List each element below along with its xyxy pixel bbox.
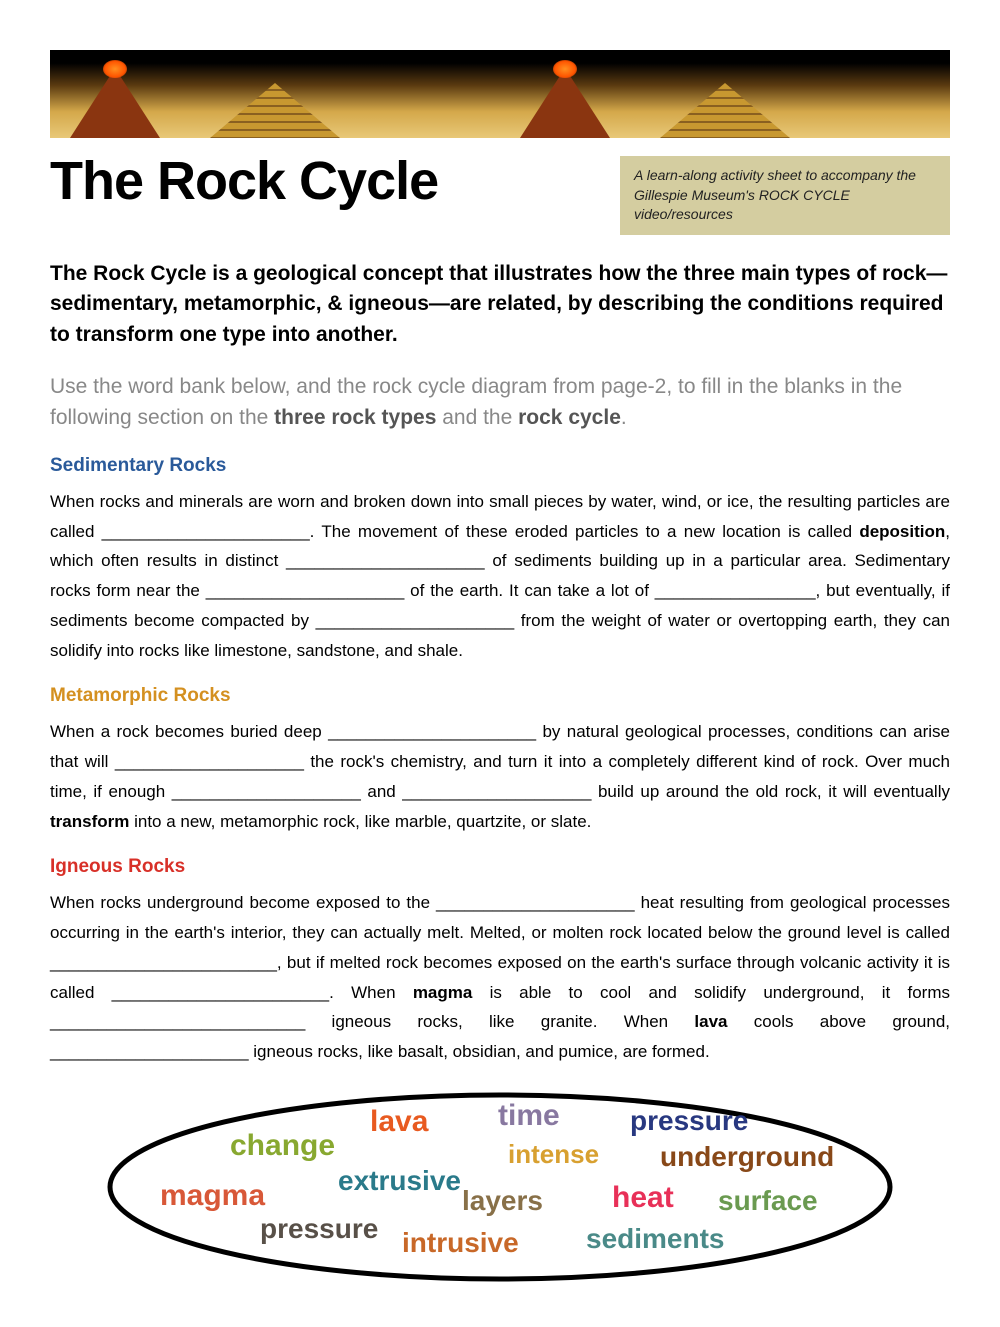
word-bank-word: surface: [718, 1185, 818, 1217]
volcano-icon: [520, 68, 610, 138]
word-bank-word: intrusive: [402, 1227, 519, 1259]
volcano-icon: [70, 68, 160, 138]
heading-metamorphic: Metamorphic Rocks: [50, 685, 950, 707]
instructions-text: and the: [436, 406, 518, 429]
word-bank-word: change: [230, 1129, 335, 1163]
pyramid-icon: [210, 83, 340, 138]
subtitle-box: A learn-along activity sheet to accompan…: [620, 156, 950, 235]
paragraph-sedimentary: When rocks and minerals are worn and bro…: [50, 487, 950, 666]
term-deposition: deposition: [859, 522, 945, 541]
header-banner: [50, 50, 950, 138]
page-title: The Rock Cycle: [50, 150, 600, 212]
word-bank-word: intense: [508, 1139, 599, 1170]
instructions-bold: rock cycle: [518, 406, 621, 429]
word-bank-word: heat: [612, 1181, 674, 1215]
text: When rocks and minerals are worn and bro…: [50, 492, 950, 541]
word-bank-word: sediments: [586, 1223, 725, 1255]
header-row: The Rock Cycle A learn-along activity sh…: [50, 150, 950, 235]
word-bank-word: magma: [160, 1179, 265, 1213]
paragraph-metamorphic: When a rock becomes buried deep ________…: [50, 717, 950, 836]
word-bank-word: extrusive: [338, 1165, 461, 1197]
text: When a rock becomes buried deep ________…: [50, 722, 950, 801]
term-magma: magma: [413, 983, 473, 1002]
term-transform: transform: [50, 812, 129, 831]
word-bank-word: underground: [660, 1141, 834, 1173]
word-bank-word: pressure: [260, 1213, 378, 1245]
text: , which often results in distinct ______…: [50, 522, 950, 660]
paragraph-igneous: When rocks underground become exposed to…: [50, 888, 950, 1067]
heading-sedimentary: Sedimentary Rocks: [50, 455, 950, 477]
instructions-bold: three rock types: [274, 406, 436, 429]
instructions-text: .: [621, 406, 627, 429]
word-bank: lava time pressure change intense underground…: [100, 1087, 900, 1287]
word-bank-word: lava: [370, 1105, 428, 1139]
word-bank-word: layers: [462, 1185, 543, 1217]
word-bank-word: pressure: [630, 1105, 748, 1137]
heading-igneous: Igneous Rocks: [50, 856, 950, 878]
pyramid-icon: [660, 83, 790, 138]
banner-right: [500, 50, 950, 138]
instructions-paragraph: Use the word bank below, and the rock cy…: [50, 372, 950, 433]
word-bank-word: time: [498, 1099, 560, 1133]
text: into a new, metamorphic rock, like marbl…: [129, 812, 591, 831]
banner-left: [50, 50, 500, 138]
intro-paragraph: The Rock Cycle is a geological concept t…: [50, 259, 950, 350]
term-lava: lava: [694, 1012, 727, 1031]
